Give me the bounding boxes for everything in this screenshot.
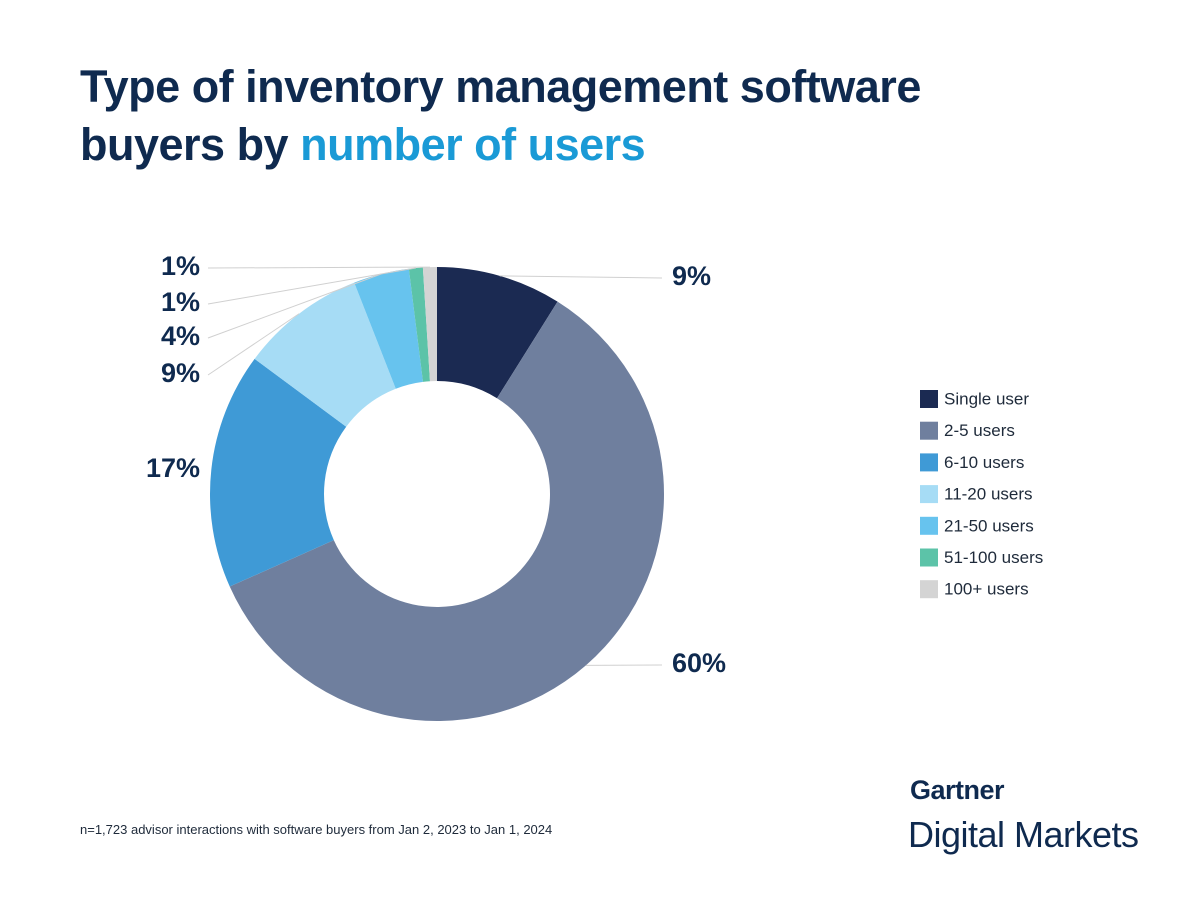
leader-line: [207, 313, 300, 376]
data-label: 60%: [672, 648, 726, 678]
legend-swatch: [920, 390, 938, 408]
legend-label: 21-50 users: [944, 516, 1034, 535]
donut-slice: [437, 267, 558, 399]
brand-name: Gartner: [910, 775, 1005, 805]
data-label: 1%: [161, 251, 200, 281]
donut-slice: [422, 267, 437, 382]
leader-line: [207, 266, 430, 269]
data-label: 17%: [146, 453, 200, 483]
donut-slice: [254, 282, 396, 427]
legend-label: Single user: [944, 389, 1029, 408]
title-block: Type of inventory management software bu…: [80, 58, 1040, 174]
donut-slice: [229, 301, 664, 722]
donut-slice: [354, 268, 423, 389]
leader-line: [499, 275, 663, 279]
legend-swatch: [920, 548, 938, 567]
data-label: 9%: [161, 358, 200, 388]
legend-swatch: [920, 421, 938, 440]
brand-product: Digital Markets: [908, 814, 1139, 855]
leader-line: [207, 267, 416, 305]
legend-swatch: [920, 453, 938, 472]
leader-line: [207, 273, 382, 339]
footnote: n=1,723 advisor interactions with softwa…: [80, 822, 553, 837]
data-label: 4%: [161, 321, 200, 351]
legend-swatch: [920, 516, 938, 535]
legend-swatch: [920, 580, 938, 599]
legend-label: 11-20 users: [944, 485, 1033, 504]
donut-slice: [210, 358, 347, 587]
legend-label: 100+ users: [944, 580, 1029, 599]
legend-label: 6-10 users: [944, 453, 1024, 472]
data-label: 9%: [672, 261, 711, 291]
legend-label: 51-100 users: [944, 548, 1043, 567]
legend-label: 2-5 users: [944, 421, 1015, 440]
donut-slice: [408, 267, 430, 382]
chart-title-highlight: number of users: [300, 119, 646, 170]
legend-swatch: [920, 485, 938, 504]
data-label: 1%: [161, 287, 200, 317]
chart-title: Type of inventory management software bu…: [80, 61, 921, 170]
